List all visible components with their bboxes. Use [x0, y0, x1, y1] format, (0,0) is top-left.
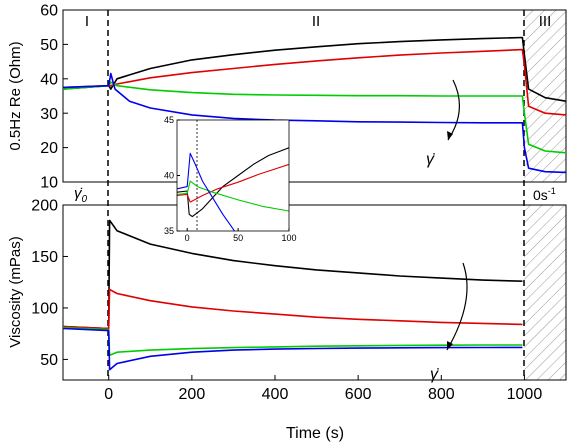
bottom-xtick-label: 1000: [507, 386, 543, 403]
arrow-top-head: [447, 131, 453, 140]
arrow-bottom-curve: [446, 262, 468, 351]
y-axis-title-re: 0.5Hz Re (Ohm): [7, 41, 24, 150]
inset-series-green: [177, 180, 289, 212]
inset-xtick-label: 0: [185, 233, 190, 243]
inset-series-blue: [177, 152, 236, 231]
inset-xtick-label: 100: [281, 233, 296, 243]
gamma-dot-top: γ̇: [426, 151, 435, 168]
top-ytick-label: 50: [40, 37, 58, 54]
gamma-dot-bottom: γ̇: [430, 366, 439, 383]
inset-axis-ticks: 35 40 45 0 50 100: [164, 115, 297, 243]
region-label-I: I: [85, 13, 89, 30]
bottom-series-black: [63, 219, 523, 330]
hatched-region-top: [524, 10, 566, 182]
bottom-ytick-label: 50: [40, 352, 58, 369]
bottom-series-blue: [63, 327, 523, 371]
bottom-xtick-label: 400: [262, 386, 289, 403]
top-axis-ticks: 10 20 30 40 50 60: [40, 3, 68, 192]
bottom-xtick-label: 800: [428, 386, 455, 403]
region-label-III: III: [539, 13, 552, 30]
inset-ytick-label: 35: [164, 226, 174, 236]
inset-series-group: [177, 147, 289, 231]
x-axis-title: Time (s): [286, 425, 344, 442]
top-ytick-label: 20: [40, 140, 58, 157]
bottom-xtick-label: 600: [345, 386, 372, 403]
inset-background: [177, 120, 289, 231]
top-series-black: [63, 36, 566, 102]
y-axis-title-viscosity: Viscosity (mPas): [7, 236, 24, 347]
top-series-blue: [63, 72, 566, 174]
arrow-bottom-head: [447, 341, 453, 350]
top-ytick-label: 30: [40, 106, 58, 123]
bottom-series-group: [63, 219, 523, 371]
inset-xtick-label: 50: [233, 233, 243, 243]
bottom-ytick-label: 200: [31, 198, 58, 215]
bottom-ytick-label: 150: [31, 249, 58, 266]
top-ytick-label: 10: [40, 175, 58, 192]
hatched-region-bottom: [524, 205, 566, 380]
bottom-xtick-label: 200: [179, 386, 206, 403]
arrow-top-curve: [447, 79, 461, 141]
region-label-II: II: [312, 13, 320, 30]
top-ytick-label: 60: [40, 3, 58, 20]
bottom-xtick-label: 0: [104, 386, 113, 403]
top-series-green: [63, 81, 566, 154]
inset-ytick-label: 45: [164, 115, 174, 125]
top-series-red: [63, 48, 566, 116]
bottom-series-red: [63, 288, 523, 330]
top-panel-frame: [62, 9, 567, 183]
bottom-panel-frame: [62, 204, 567, 381]
gamma-zero-label: γ̇0: [74, 185, 88, 205]
bottom-series-green: [63, 326, 523, 357]
inset-ytick-label: 40: [164, 171, 174, 181]
zero-rate-label: 0s-1: [533, 186, 556, 203]
top-ytick-label: 40: [40, 71, 58, 88]
bottom-ytick-label: 100: [31, 301, 58, 318]
inset-series-red: [177, 163, 289, 203]
top-series-group: [63, 36, 566, 174]
